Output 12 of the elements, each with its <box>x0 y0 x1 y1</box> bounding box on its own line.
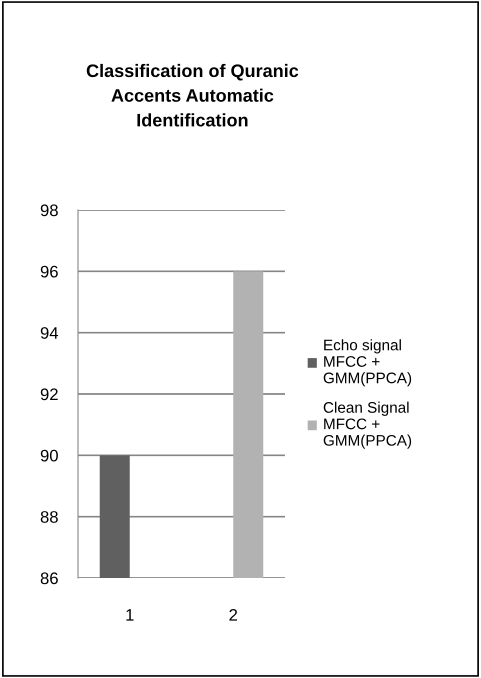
x-tick-label: 1 <box>126 609 134 621</box>
y-tick-label: 88 <box>40 511 58 523</box>
y-tick-label: 96 <box>40 266 58 278</box>
y-tick-label: 98 <box>40 204 58 216</box>
legend-label: Echo signal MFCC + GMM(PPCA) <box>324 339 412 386</box>
legend-label: Clean Signal MFCC + GMM(PPCA) <box>324 402 412 449</box>
y-tick-label: 86 <box>40 572 58 584</box>
y-tick-label: 90 <box>40 450 58 462</box>
y-tick-label: 94 <box>40 327 58 339</box>
x-tick-label: 2 <box>229 608 238 621</box>
chart-title: Classification of Quranic Accents Automatic Identification <box>86 64 298 127</box>
y-tick-label: 92 <box>40 388 58 400</box>
